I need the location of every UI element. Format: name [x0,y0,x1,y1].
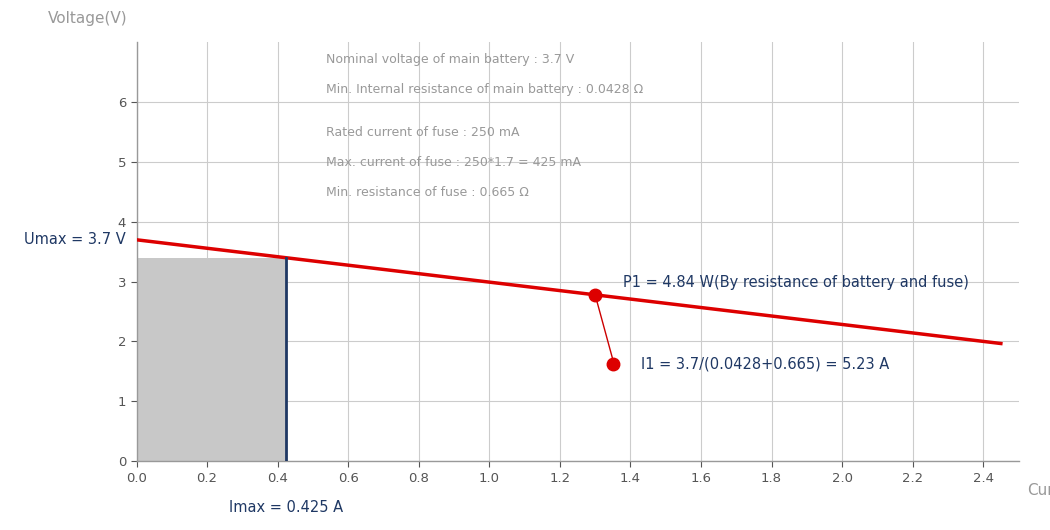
Text: Nominal voltage of main battery : 3.7 V: Nominal voltage of main battery : 3.7 V [327,53,574,66]
Text: P1 = 4.84 W(By resistance of battery and fuse): P1 = 4.84 W(By resistance of battery and… [624,275,969,290]
Text: Umax = 3.7 V: Umax = 3.7 V [24,232,125,248]
Text: Imax = 0.425 A: Imax = 0.425 A [229,500,343,515]
Text: Rated current of fuse : 250 mA: Rated current of fuse : 250 mA [327,126,520,139]
Text: I1 = 3.7/(0.0428+0.665) = 5.23 A: I1 = 3.7/(0.0428+0.665) = 5.23 A [640,356,889,371]
Bar [136,258,287,461]
Text: Min. Internal resistance of main battery : 0.0428 Ω: Min. Internal resistance of main battery… [327,83,644,96]
Text: Min. resistance of fuse : 0.665 Ω: Min. resistance of fuse : 0.665 Ω [327,186,529,199]
Text: Voltage(V): Voltage(V) [48,11,128,25]
Text: Current(A): Current(A) [1027,483,1050,498]
Text: Max. current of fuse : 250*1.7 = 425 mA: Max. current of fuse : 250*1.7 = 425 mA [327,156,581,169]
